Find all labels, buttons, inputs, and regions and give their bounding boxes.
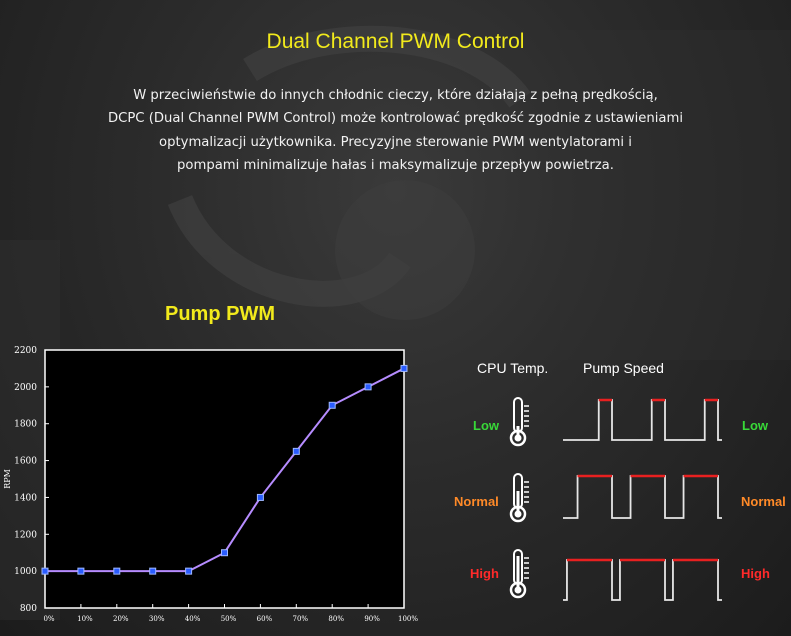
thermometer-level [516,556,520,588]
x-tick-label: 90% [364,615,380,623]
level-high-left: High [470,566,499,581]
x-tick-label: 50% [221,615,237,623]
y-tick-label: 1800 [14,420,37,430]
x-tick-label: 30% [149,615,165,623]
x-tick-label: 70% [293,615,309,623]
data-point [364,383,372,391]
level-low-right: Low [742,418,768,433]
data-point [256,493,264,501]
x-tick-label: 40% [185,615,201,623]
y-tick-label: 1600 [14,457,37,467]
x-tick-label: 80% [328,615,344,623]
plot-area [44,349,405,609]
y-tick-label: 2000 [14,383,37,393]
data-point [41,567,49,575]
data-point [185,567,193,575]
data-point [221,549,228,557]
description: W przeciwieństwie do innych chłodnic cie… [60,84,731,178]
y-tick-label: 800 [20,604,37,614]
y-tick-label: 1200 [14,530,37,540]
thermometer-bulb-fill [514,434,522,442]
x-tick-label: 0% [43,615,54,623]
data-point [113,567,121,575]
description-line: pompami minimalizuje hałas i maksymalizu… [177,158,614,174]
page-title: Dual Channel PWM Control [266,30,525,53]
y-tick-label: 2200 [14,346,37,356]
pwm-waveform [563,559,722,601]
thermometer-normal-icon [509,473,529,523]
x-tick-label: 100% [398,615,418,623]
thermometer-low-icon [509,397,529,447]
data-point [328,401,336,409]
thermometer-level [516,491,520,512]
x-tick-label: 10% [77,615,93,623]
x-tick-label: 20% [113,615,129,623]
thermometer-bulb-fill [514,510,522,518]
y-tick-label: 1400 [14,493,37,503]
data-point [149,567,157,575]
thermometer-bulb-fill [514,586,522,594]
level-low-left: Low [473,418,499,433]
x-tick-label: 60% [257,615,273,623]
pump-speed-header: Pump Speed [583,360,664,376]
cpu-temp-header: CPU Temp. [477,360,549,376]
level-normal-right: Normal [741,494,786,509]
pump-speed-diagram [509,397,722,601]
description-line: W przeciwieństwie do innych chłodnic cie… [133,88,658,103]
level-high-right: High [741,566,770,581]
data-point [77,567,85,575]
description-line: optymalizacji użytkownika. Precyzyjne st… [159,134,632,150]
y-tick-label: 1000 [14,567,37,577]
thermometer-level [516,426,520,436]
description-line: DCPC (Dual Channel PWM Control) może kon… [107,111,683,127]
pwm-waveform [563,399,722,441]
data-point [400,364,408,372]
pwm-waveform [563,475,722,519]
data-point [292,447,300,455]
thermometer-high-icon [509,549,529,599]
y-axis-label: RPM [3,469,12,489]
pump-pwm-chart: 800 1000 1200 1400 1600 1800 2000 2200 0% 10% 20% 3… [3,346,418,623]
level-normal-left: Normal [454,494,499,509]
pump-pwm-title: Pump PWM [165,303,275,325]
